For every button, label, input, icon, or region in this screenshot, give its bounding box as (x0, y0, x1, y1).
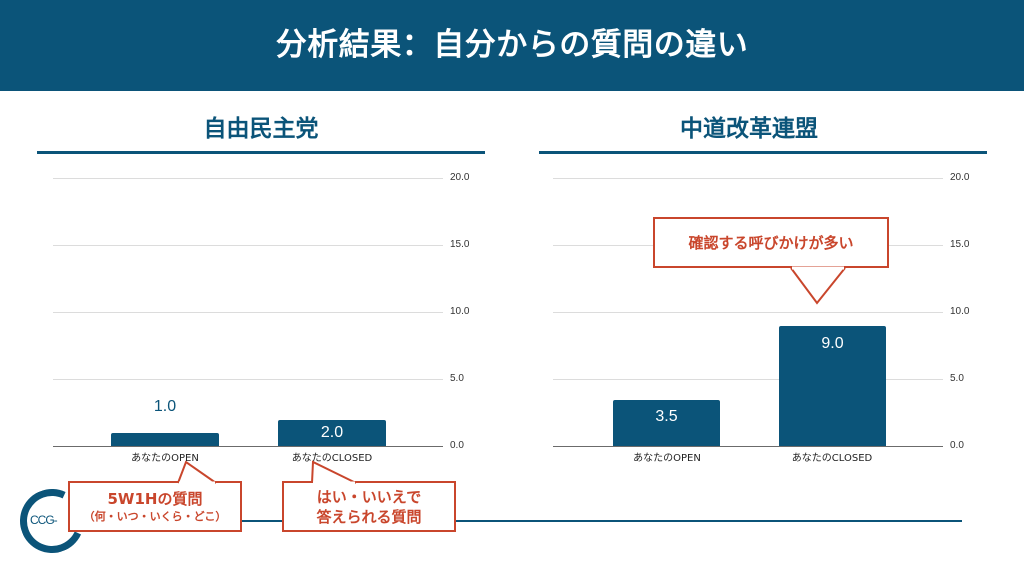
y-tick-label: 10.0 (450, 306, 470, 317)
callout-pointer (790, 266, 846, 305)
bar-open: 3.5 (613, 400, 720, 446)
callout-open-questions: 5W1Hの質問 （何・いつ・いくら・どこ） (68, 460, 242, 532)
callout-closed-questions: はい・いいえで 答えられる質問 (282, 460, 456, 532)
panel-title: 中道改革連盟 (680, 116, 818, 142)
panel-divider (37, 151, 485, 154)
category-label: あなたのOPEN (131, 453, 199, 464)
bar-value-label: 3.5 (655, 408, 678, 425)
x-axis-baseline (553, 446, 943, 447)
callout-text: はい・いいえで (316, 488, 422, 506)
panel-title: 自由民主党 (203, 116, 319, 142)
callout-text: 確認する呼びかけが多い (688, 234, 854, 252)
bar-closed: 2.0 (278, 420, 386, 446)
category-label: あなたのCLOSED (791, 453, 873, 464)
y-tick-label: 0.0 (950, 440, 964, 451)
bar-value-label: 1.0 (153, 398, 177, 415)
bar-open (111, 433, 219, 446)
gridline-20 (53, 178, 443, 179)
callout-text: 5W1Hの質問 (107, 490, 203, 508)
gridline-10 (53, 312, 443, 313)
y-tick-label: 15.0 (950, 239, 970, 250)
y-tick-label: 5.0 (450, 373, 464, 384)
gridline-5 (553, 379, 943, 380)
header-bar: 分析結果：自分からの質問の違い (0, 0, 1024, 91)
y-tick-label: 10.0 (950, 306, 970, 317)
footer-divider (72, 520, 962, 522)
callout-text: 答えられる質問 (316, 508, 422, 526)
gridline-5 (53, 379, 443, 380)
callout-pointer (177, 460, 217, 485)
gridline-10 (553, 312, 943, 313)
gridline-15 (53, 245, 443, 246)
bar-value-label: 9.0 (821, 335, 844, 352)
bar-closed: 9.0 (779, 326, 886, 446)
logo: CCG- (30, 513, 58, 527)
y-tick-label: 20.0 (450, 172, 470, 183)
callout-pointer (311, 460, 357, 485)
callout-subtext: （何・いつ・いくら・どこ） (83, 510, 227, 523)
y-tick-label: 15.0 (450, 239, 470, 250)
callout-confirmation-calls: 確認する呼びかけが多い (653, 217, 889, 305)
page-title: 分析結果：自分からの質問の違い (275, 27, 749, 63)
x-axis-baseline (53, 446, 443, 447)
y-tick-label: 20.0 (950, 172, 970, 183)
category-label: あなたのOPEN (633, 453, 701, 464)
bar-value-label: 2.0 (320, 424, 344, 441)
panel-divider (539, 151, 987, 154)
y-tick-label: 5.0 (950, 373, 964, 384)
category-label: あなたのCLOSED (291, 453, 373, 464)
y-tick-label: 0.0 (450, 440, 464, 451)
gridline-20 (553, 178, 943, 179)
